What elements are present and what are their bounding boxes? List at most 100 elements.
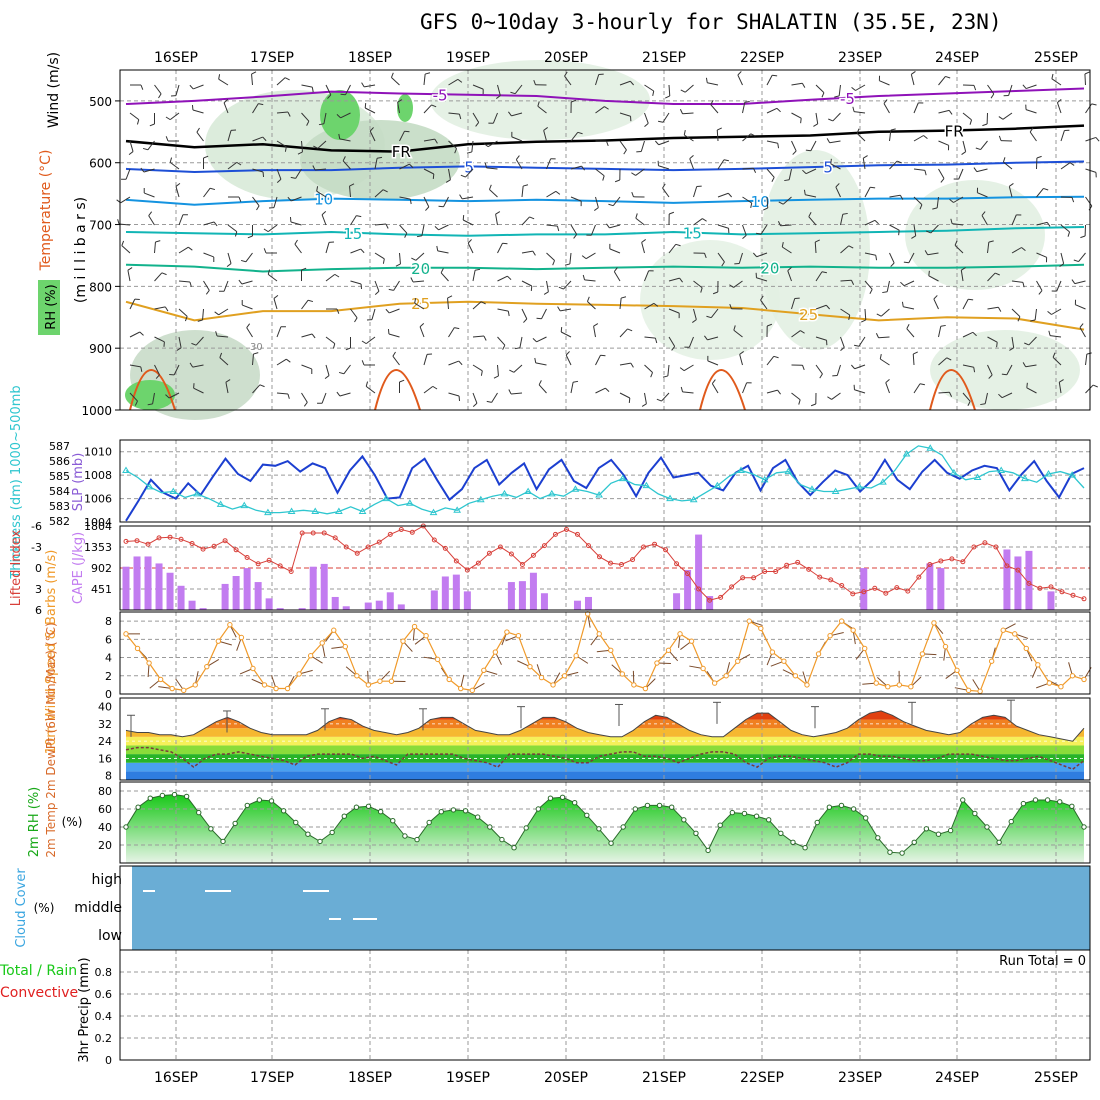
wind-barb-tick <box>819 373 823 379</box>
wind-barb <box>836 364 841 376</box>
wind-barb-tick <box>1059 263 1064 267</box>
wind-barb-tick <box>529 216 535 220</box>
wind-barb-tick <box>1043 187 1049 191</box>
rh-marker <box>1081 824 1087 830</box>
wind-barb-tick <box>623 149 627 155</box>
wind-barb-tick <box>756 232 762 235</box>
wind-speed-marker <box>769 649 776 655</box>
wind-barb-tick <box>581 255 587 260</box>
wind-barb <box>511 136 523 142</box>
wind-barb-tick <box>338 133 341 139</box>
wind-barb-tick <box>949 392 953 397</box>
rh-axis-label: 2m RH (%) <box>27 787 42 858</box>
wind-barb-tick <box>854 344 860 347</box>
wind-barb <box>321 392 327 404</box>
wind-barb-tick <box>240 259 247 263</box>
wind-barb <box>273 298 278 310</box>
wind-barb <box>742 196 752 204</box>
wind-barb <box>462 219 474 226</box>
lifted-index-marker <box>332 535 338 541</box>
lifted-index-marker <box>244 555 250 560</box>
wind-barb <box>1003 161 1013 170</box>
wind-barb-tick <box>750 202 753 208</box>
wind-barb <box>546 158 552 170</box>
wind-barb <box>791 330 801 338</box>
wind-speed-marker <box>1000 627 1006 633</box>
wind-speed-marker <box>711 680 718 686</box>
rh-marker <box>123 824 129 830</box>
cloud-gap <box>329 918 341 920</box>
wind-barb-tick <box>689 154 694 160</box>
temp-band <box>126 762 1084 772</box>
thickness-marker <box>713 481 722 489</box>
wind-speed-marker <box>273 685 279 692</box>
cape-bar <box>276 608 284 610</box>
thickness-marker <box>689 495 698 503</box>
wind-barb <box>203 187 211 198</box>
wind-barb-tick <box>140 366 143 372</box>
wind-barb <box>423 104 432 114</box>
wind-barb <box>465 168 474 178</box>
rh-marker <box>559 794 566 800</box>
wind-barb-tick <box>447 295 453 299</box>
thickness-marker <box>642 481 651 489</box>
wind-speed-marker <box>227 622 233 628</box>
wind-barb-tick <box>827 396 832 400</box>
wind-barb <box>858 336 866 347</box>
wind-barb-tick <box>158 93 162 99</box>
wind-barb-tick <box>533 79 536 85</box>
lifted-index-marker <box>563 527 569 532</box>
wind-barb-tick <box>604 106 609 110</box>
lifted-index-marker <box>365 544 371 550</box>
wind-speed-marker <box>758 625 764 632</box>
wind-barb-tick <box>534 357 537 363</box>
lifted-index-marker <box>442 545 448 551</box>
wind-barb <box>962 299 969 310</box>
wind-barb-tick <box>582 274 586 280</box>
wind-barb-tick <box>189 281 192 287</box>
wind-speed-marker <box>965 687 972 694</box>
wind-barb <box>953 196 964 203</box>
rh-marker <box>668 804 675 810</box>
wind-barb-tick <box>972 331 977 337</box>
wind-barb <box>521 186 524 198</box>
rh-marker <box>790 839 796 845</box>
wind-barb <box>423 168 435 175</box>
wind-barb <box>448 168 451 180</box>
cape-bar <box>1003 549 1011 610</box>
wind-barb <box>472 335 485 338</box>
temp-band <box>126 736 1084 746</box>
wind-speed-marker <box>931 620 937 626</box>
rh-tick-label: 20 <box>98 839 112 852</box>
wind-barb-tick <box>509 369 515 373</box>
thickness-marker <box>808 485 816 492</box>
wind-barb <box>1036 188 1044 198</box>
wind-speed-marker <box>515 632 522 639</box>
temperature-contour <box>125 226 1085 237</box>
wind-barb <box>472 364 483 372</box>
wind-barb <box>805 194 817 198</box>
wind-barb <box>710 104 719 114</box>
wind-barb-tick <box>704 335 708 341</box>
wind-barb <box>938 109 950 114</box>
wind-barb-tick <box>679 109 683 114</box>
wind-barb-tick <box>737 71 742 76</box>
wind-barb <box>780 224 792 227</box>
wind-barb-tick <box>932 207 938 210</box>
temperature-contour-label: -5 <box>840 90 855 108</box>
wind-barb-tick <box>532 338 537 343</box>
wind-barb <box>885 382 890 394</box>
wind-barb-tick <box>800 330 805 334</box>
wind-barb-tick <box>205 290 210 295</box>
wind-barb <box>178 336 182 348</box>
rh-marker <box>414 836 420 843</box>
temp-tick-label: 24 <box>98 735 112 748</box>
lifted-index-marker <box>729 584 735 590</box>
rh-marker <box>875 835 881 841</box>
wind-barb-tick <box>1071 197 1075 203</box>
wind-barb-tick <box>209 187 216 191</box>
rh-marker <box>947 827 954 834</box>
wind-barb <box>193 84 204 90</box>
wind-barb <box>619 80 631 86</box>
wind-barb-tick <box>1022 282 1025 288</box>
